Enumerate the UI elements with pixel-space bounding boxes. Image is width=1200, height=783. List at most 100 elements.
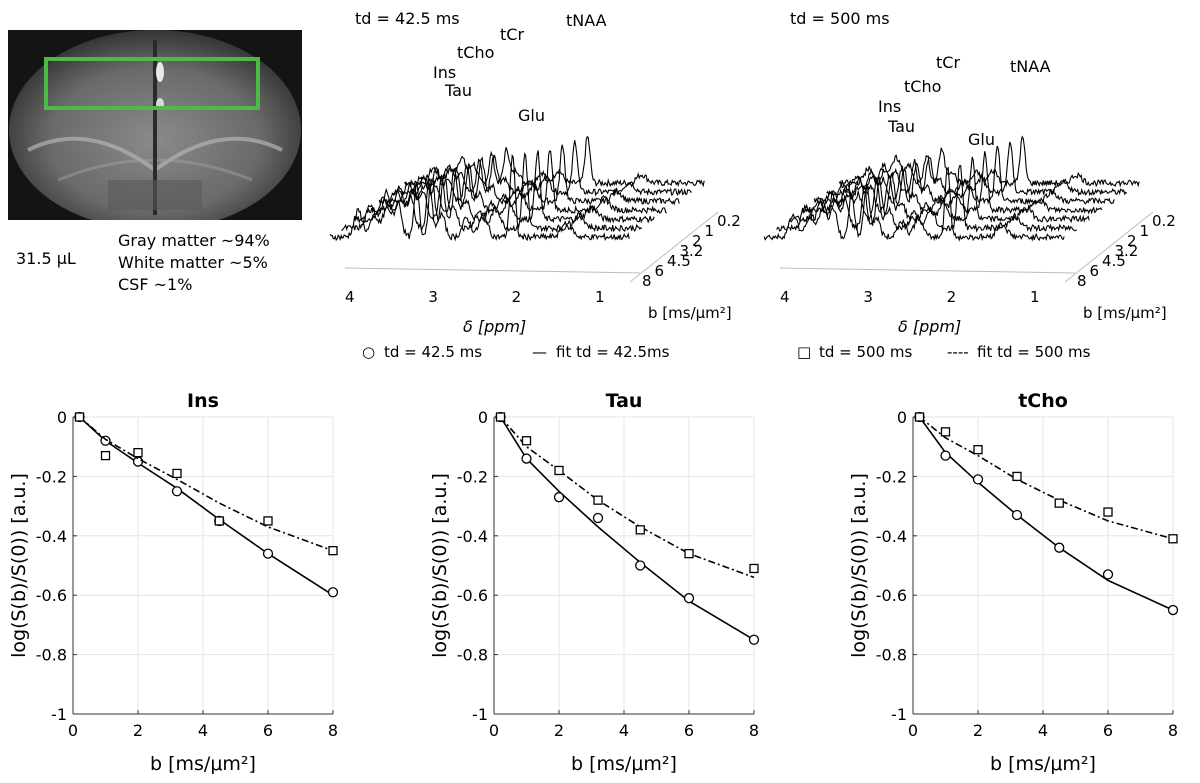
- x-axis-label: b [ms/μm²]: [990, 753, 1096, 775]
- data-point-square: [749, 563, 759, 574]
- b-tick-label: 6: [655, 262, 665, 280]
- data-point-square: [1103, 507, 1113, 517]
- legend-fit-label: fit td = 42.5ms: [556, 343, 670, 361]
- y-tick-label: -0.8: [457, 646, 488, 665]
- data-point-circle: [748, 634, 760, 645]
- data-point-square: [328, 545, 338, 556]
- y-tick-label: -0.6: [457, 586, 488, 605]
- plot-title: Tau: [606, 390, 643, 412]
- spectrum-trace: [788, 156, 1090, 224]
- legend-fit-label: fit td = 500 ms: [977, 343, 1091, 361]
- fit-line-td-500: [78, 416, 334, 552]
- y-tick-label: -1: [472, 705, 488, 724]
- y-axis-label: log(S(b)/S(0)) [a.u.]: [429, 473, 451, 658]
- b-tick-label: 8: [642, 272, 652, 290]
- data-point-circle: [972, 474, 984, 485]
- b-tick-label: 6: [1090, 262, 1100, 280]
- data-point-square: [1168, 534, 1178, 544]
- fit-line-td-42-5: [78, 416, 334, 596]
- spectrum-trace: [391, 140, 692, 197]
- ppm-tick-label: 4: [780, 288, 790, 306]
- peak-label-glu: Glu: [518, 106, 545, 125]
- spectrum-trace: [403, 135, 705, 188]
- voxel-roi: [44, 57, 260, 110]
- peak-label-tcr: tCr: [936, 53, 960, 72]
- data-point-circle: [1011, 509, 1023, 521]
- y-tick-label: 0: [897, 408, 907, 427]
- x-tick-label: 4: [198, 721, 208, 740]
- x-tick-label: 6: [263, 721, 273, 740]
- csf-label: CSF ~1%: [118, 275, 193, 294]
- voxel-volume: 31.5 μL: [16, 249, 76, 268]
- y-axis-label: log(S(b)/S(0)) [a.u.]: [848, 473, 870, 658]
- gray-matter-label: Gray matter ~94%: [118, 231, 270, 250]
- data-point-square: [593, 495, 603, 505]
- spectrum-title: td = 42.5 ms: [355, 9, 460, 28]
- x-tick-label: 8: [749, 721, 759, 740]
- legend-line: ----: [947, 343, 969, 361]
- data-point-circle: [683, 593, 695, 604]
- ppm-tick-label: 4: [345, 288, 355, 306]
- b-tick-label: 1: [705, 222, 715, 240]
- plot-title: Ins: [187, 390, 219, 412]
- ppm-axis-label: δ [ppm]: [898, 317, 961, 336]
- x-tick-label: 2: [973, 721, 983, 740]
- peak-label-tau: Tau: [887, 117, 915, 136]
- b-tick-label: 3.2: [680, 242, 704, 260]
- y-tick-label: -0.6: [876, 586, 907, 605]
- data-point-square: [940, 427, 951, 437]
- white-matter-label: White matter ~5%: [118, 253, 268, 272]
- b-tick-label: 4.5: [667, 252, 691, 270]
- x-tick-label: 8: [328, 721, 338, 740]
- y-tick-label: -0.2: [876, 467, 907, 486]
- data-point-square: [495, 412, 506, 422]
- data-point-circle: [327, 587, 339, 598]
- ppm-tick-label: 3: [428, 288, 438, 306]
- data-point-circle: [553, 492, 565, 503]
- data-point-square: [914, 412, 925, 422]
- legend-line: —: [532, 343, 547, 361]
- data-point-square: [554, 465, 564, 476]
- fit-line-td-500: [919, 416, 1174, 540]
- y-tick-label: -1: [51, 705, 67, 724]
- spectrum-trace: [330, 153, 630, 242]
- data-point-square: [74, 412, 85, 422]
- peak-label-tcr: tCr: [500, 25, 524, 44]
- peak-label-glu: Glu: [968, 130, 995, 149]
- data-point-square: [521, 436, 532, 446]
- fit-line-td-42-5: [918, 416, 1174, 611]
- spectrum-trace: [826, 141, 1128, 197]
- ppm-axis-line: [344, 267, 641, 274]
- data-point-square: [172, 468, 182, 479]
- b-tick-label: 0.2: [1152, 212, 1176, 230]
- peak-label-ins: Ins: [878, 97, 901, 116]
- peak-label-tcho: tCho: [457, 43, 494, 62]
- b-tick-label: 2: [692, 232, 702, 250]
- b-axis-line: [1064, 211, 1154, 283]
- peak-label-ins: Ins: [433, 63, 456, 82]
- x-tick-label: 4: [619, 721, 629, 740]
- data-point-circle: [100, 435, 111, 446]
- y-axis-label: log(S(b)/S(0)) [a.u.]: [8, 473, 30, 658]
- y-tick-label: -0.8: [876, 646, 907, 665]
- data-point-square: [263, 516, 273, 526]
- x-tick-label: 0: [908, 721, 918, 740]
- y-tick-label: -0.2: [457, 467, 488, 486]
- plot-title: tCho: [1018, 390, 1068, 412]
- b-axis-label: b [ms/μm²]: [648, 304, 732, 322]
- y-tick-label: -0.4: [876, 527, 907, 546]
- b-axis-line: [629, 211, 719, 283]
- legend-marker: □: [797, 343, 811, 361]
- data-point-circle: [1102, 569, 1114, 580]
- spectrum-trace: [366, 150, 667, 215]
- x-tick-label: 2: [554, 721, 564, 740]
- peak-label-tnaa: tNAA: [566, 11, 607, 30]
- b-tick-label: 3.2: [1115, 242, 1139, 260]
- data-point-circle: [592, 512, 604, 524]
- data-point-circle: [521, 453, 532, 464]
- legend-marker: ○: [362, 343, 375, 361]
- y-tick-label: -0.6: [36, 586, 67, 605]
- data-point-square: [1054, 498, 1064, 508]
- spectrum-trace: [763, 166, 1065, 242]
- data-point-square: [1012, 471, 1022, 482]
